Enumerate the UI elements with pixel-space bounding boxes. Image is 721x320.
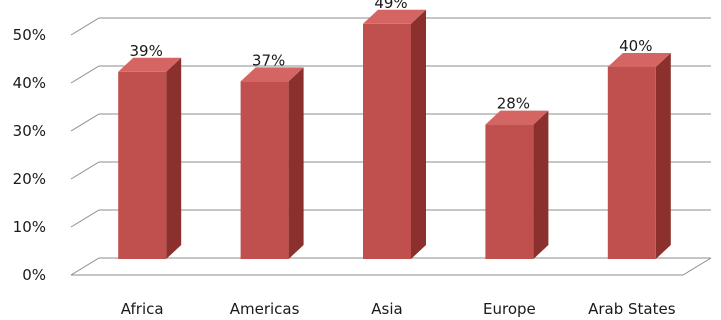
bar [240,81,289,260]
x-tick-label: Americas [230,300,300,318]
y-tick-label: 50% [13,26,46,44]
bar-top [485,110,549,125]
gridline [70,257,711,276]
bar [118,71,167,259]
bar-side [655,53,671,259]
bars [118,9,671,260]
x-axis-category-labels: Africa Americas Asia Europe Arab States [121,300,676,318]
grid-layer [70,17,712,276]
gridline [70,17,711,36]
data-label: 49% [374,0,407,12]
bar-side [288,67,304,260]
data-label: 37% [252,51,285,69]
gridline [70,65,711,84]
chart-floor [71,257,712,276]
y-tick-label: 10% [13,218,46,236]
bar-top [607,53,671,67]
bar-top [363,9,426,24]
bar [607,67,656,259]
bar-side [533,110,549,259]
data-label: 40% [619,37,652,55]
bar [363,23,411,259]
bar-top [240,67,304,82]
y-tick-label: 20% [13,170,46,188]
y-tick-label: 0% [22,266,46,284]
bar-side [411,9,426,259]
data-label: 39% [130,42,163,60]
x-tick-label: Africa [121,300,164,318]
x-tick-label: Arab States [588,300,676,318]
x-tick-label: Asia [371,300,402,318]
y-tick-label: 30% [13,122,46,140]
bar [485,124,534,259]
bar-top [118,57,182,72]
y-tick-label: 40% [13,74,46,92]
x-tick-label: Europe [483,300,536,318]
bar-side [166,57,182,259]
y-axis-tick-labels: 0% 10% 20% 30% 40% 50% [13,26,46,284]
data-labels: 39% 37% 49% 28% 40% [130,0,653,113]
data-label: 28% [497,95,530,113]
